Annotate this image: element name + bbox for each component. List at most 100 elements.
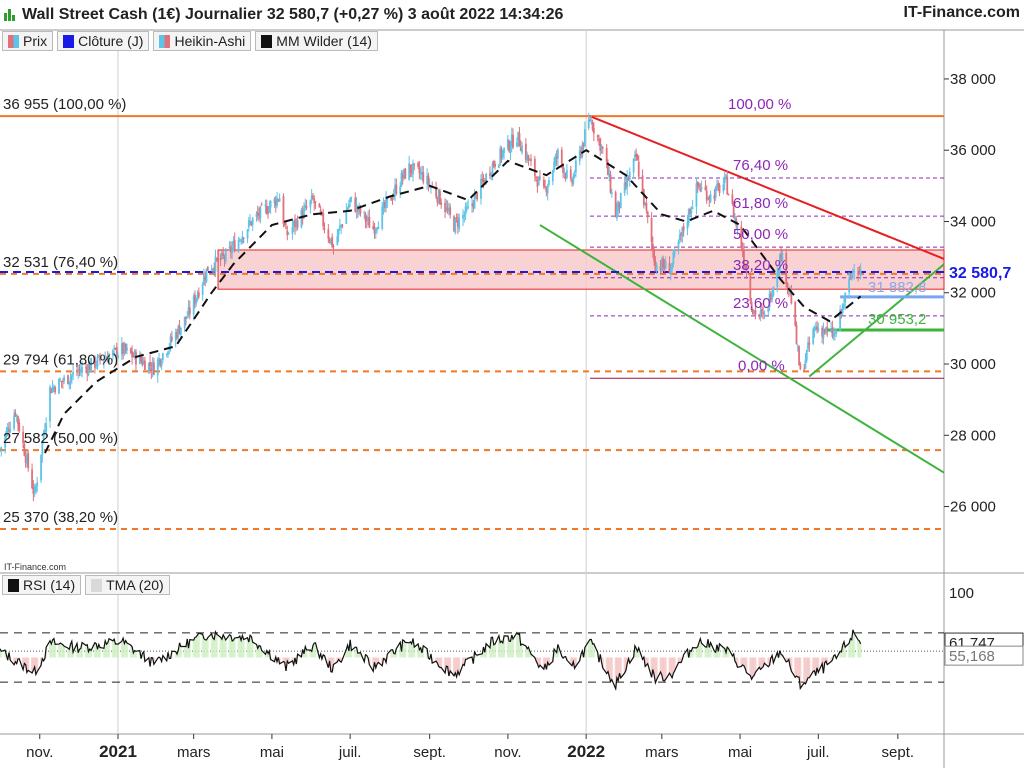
candle-body	[805, 349, 808, 361]
candle-body	[301, 210, 304, 220]
candle-body	[27, 453, 30, 469]
candle-body	[780, 253, 783, 261]
candle-body	[726, 176, 729, 195]
candle-body	[327, 229, 330, 239]
candle-body	[305, 206, 308, 208]
candle-body	[268, 206, 271, 213]
candle-body	[844, 292, 847, 303]
candle-body	[778, 254, 781, 272]
candle-body	[376, 228, 378, 230]
legend-cloture-label: Clôture (J)	[78, 33, 144, 49]
candle-body	[418, 167, 421, 174]
candle-body	[303, 207, 305, 219]
candle-body	[210, 269, 213, 271]
candle-body	[645, 203, 648, 211]
y-tick-label: 28 000	[950, 427, 996, 444]
candle-body	[410, 170, 413, 173]
candle-body	[776, 272, 779, 288]
candle-body	[52, 386, 55, 389]
candle-body	[174, 332, 177, 341]
legend-rsi[interactable]: RSI (14)	[2, 575, 82, 595]
candle-body	[0, 449, 1, 451]
candle-body	[637, 161, 640, 177]
candle-body	[503, 147, 505, 153]
candle-body	[363, 211, 366, 213]
rsi-tick-label: 100	[949, 585, 974, 602]
candle-body	[562, 164, 564, 173]
candle-body	[147, 362, 150, 372]
candle-body	[60, 380, 63, 382]
candle-body	[322, 213, 325, 227]
candle-body	[749, 275, 752, 301]
candle-body	[391, 199, 394, 201]
candle-body	[304, 204, 307, 208]
candle-body	[569, 169, 572, 179]
candle-body	[404, 168, 407, 179]
candle-body	[224, 250, 227, 262]
candle-body	[491, 163, 494, 176]
candle-body	[197, 292, 200, 297]
candle-body	[799, 364, 802, 370]
candle-body	[51, 386, 54, 392]
candle-body	[695, 183, 698, 207]
legend-prix-label: Prix	[23, 33, 48, 49]
legend-cloture[interactable]: Clôture (J)	[57, 31, 150, 51]
candle-body	[852, 269, 854, 274]
candle-body	[292, 221, 295, 227]
candle-body	[848, 278, 850, 293]
legend-tma[interactable]: TMA (20)	[85, 575, 170, 595]
retracement-label: 50,00 %	[733, 226, 788, 243]
candle-body	[524, 143, 527, 160]
candle-body	[598, 138, 600, 140]
candle-body	[386, 198, 389, 201]
candle-body	[291, 227, 294, 234]
candle-body	[601, 147, 604, 149]
candle-body	[278, 198, 281, 202]
legend-mm-wilder[interactable]: MM Wilder (14)	[255, 31, 378, 51]
candle-body	[220, 252, 223, 259]
heikin-ashi-icon	[159, 34, 171, 48]
candle-body	[644, 202, 647, 204]
last-price-label: 32 580,7	[949, 265, 1011, 282]
candle-body	[427, 175, 430, 185]
candle-body	[762, 312, 765, 314]
candle-body	[372, 226, 375, 230]
fib-level-label: 27 582 (50,00 %)	[3, 430, 118, 447]
candle-body	[849, 277, 852, 279]
candle-body	[813, 326, 816, 332]
brand-label[interactable]: IT-Finance.com	[903, 4, 1020, 21]
candle-body	[619, 193, 622, 209]
candle-body	[45, 422, 48, 432]
candle-body	[609, 174, 612, 193]
legend-heikin-ashi[interactable]: Heikin-Ashi	[153, 31, 252, 51]
candle-body	[24, 456, 27, 463]
candle-body	[705, 190, 708, 201]
x-tick-label: mai	[728, 744, 752, 761]
candle-body	[436, 197, 439, 203]
candle-body	[241, 236, 244, 243]
candle-body	[203, 275, 205, 285]
candle-body	[90, 357, 92, 370]
candle-body	[659, 266, 662, 270]
chart-legend: Prix Clôture (J) Heikin-Ashi MM Wilder (…	[2, 31, 378, 51]
candle-body	[312, 196, 314, 199]
candle-body	[258, 213, 260, 217]
candle-body	[267, 212, 269, 214]
candle-body	[13, 414, 16, 429]
candle-body	[546, 185, 549, 194]
candle-body	[287, 233, 290, 235]
candle-body	[219, 258, 222, 261]
legend-prix[interactable]: Prix	[2, 31, 54, 51]
candle-body	[365, 220, 368, 222]
candle-body	[138, 355, 141, 364]
candle-body	[385, 198, 387, 208]
candle-body	[507, 139, 509, 150]
candle-body	[115, 347, 118, 358]
candle-body	[440, 202, 443, 205]
candle-body	[859, 269, 862, 276]
candle-body	[698, 184, 700, 187]
candle-body	[480, 179, 482, 199]
candle-body	[142, 360, 145, 365]
retracement-label: 76,40 %	[733, 157, 788, 174]
candle-body	[519, 147, 522, 152]
